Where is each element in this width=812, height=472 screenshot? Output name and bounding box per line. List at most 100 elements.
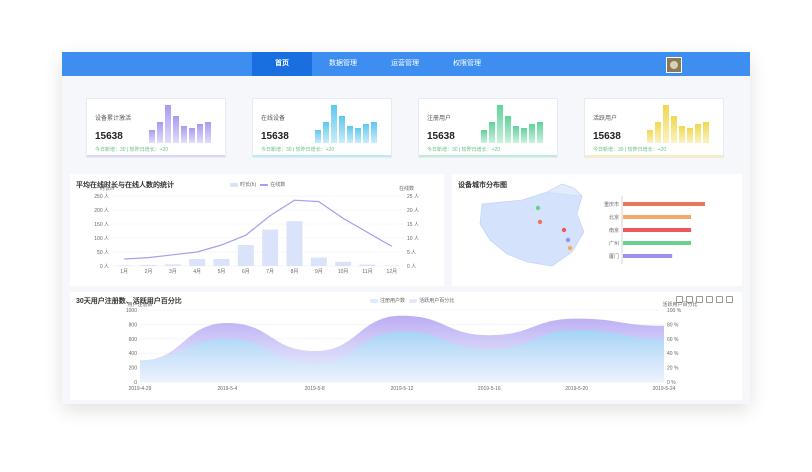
y-tick-right: 0 % [667, 380, 676, 386]
mini-bar [663, 105, 669, 143]
city-bar[interactable] [623, 202, 705, 206]
stat-card[interactable]: 注册用户 15638 今日新增：30 | 较昨日增长：+20 [418, 98, 558, 158]
city-marker[interactable] [561, 227, 567, 233]
y-tick-left: 150 人 [94, 222, 109, 228]
top-navigation-bar: 首页 数据管理 运营管理 权限管理 [62, 52, 750, 76]
nav-permission-management[interactable]: 权限管理 [453, 60, 481, 67]
city-marker[interactable] [537, 219, 543, 225]
city-bar[interactable] [623, 241, 692, 245]
map-region-northeast[interactable] [546, 183, 583, 197]
y-tick-right: 10 人 [407, 236, 419, 242]
stat-card-title: 活跃用户 [593, 116, 618, 122]
city-marker[interactable] [535, 205, 541, 211]
mini-bar [149, 129, 155, 143]
stat-card-title: 在线设备 [261, 116, 286, 122]
y-tick-left: 250 人 [94, 194, 109, 200]
nav-data-management[interactable]: 数据管理 [329, 60, 357, 67]
stat-card-value: 15638 [95, 131, 123, 142]
bar-duration[interactable] [140, 264, 157, 266]
mini-bar [197, 124, 203, 143]
bar-duration[interactable] [359, 264, 376, 266]
mini-bar [331, 105, 337, 143]
restore-icon[interactable] [716, 296, 723, 303]
city-label: 北京 [609, 214, 619, 221]
save-icon[interactable] [726, 296, 733, 303]
y-tick-left: 200 [129, 366, 138, 372]
city-label: 南京 [609, 227, 619, 234]
stat-card-underline [585, 155, 723, 157]
x-tick: 2019-5-24 [653, 386, 676, 392]
city-marker[interactable] [567, 245, 573, 251]
y-tick-left: 100 人 [94, 236, 109, 242]
legend-duration: 时长(h) [240, 182, 257, 188]
y-tick-right: 20 % [667, 366, 679, 372]
bar-duration[interactable] [237, 245, 254, 266]
bar-duration[interactable] [116, 265, 133, 266]
y-tick-left: 50 人 [97, 250, 109, 256]
bar-duration[interactable] [189, 259, 206, 266]
stat-card-subtitle: 今日新增：30 | 较昨日增长：+20 [427, 147, 501, 153]
x-tick: 2019-5-16 [478, 386, 501, 392]
bar-duration[interactable] [164, 264, 181, 266]
registration-legend[interactable]: 注册用户数 活跃用户百分比 [370, 297, 454, 304]
legend-active: 活跃用户百分比 [419, 298, 455, 304]
mini-bar [339, 116, 345, 143]
x-tick: 7月 [266, 269, 274, 275]
data-view-icon[interactable] [676, 296, 683, 303]
line-online[interactable] [124, 199, 393, 260]
bar-duration[interactable] [213, 259, 230, 266]
city-marker[interactable] [565, 237, 571, 243]
city-distribution-title: 设备城市分布图 [458, 182, 507, 189]
stack-icon[interactable] [706, 296, 713, 303]
x-tick: 2019-5-8 [305, 386, 325, 392]
bar-duration[interactable] [262, 229, 279, 266]
x-tick: 1月 [120, 269, 128, 275]
area-active-percent[interactable] [140, 330, 664, 382]
city-bar[interactable] [623, 215, 692, 219]
mini-bar [481, 129, 487, 143]
bar-duration[interactable] [335, 261, 352, 266]
nav-operation-management[interactable]: 运营管理 [391, 60, 419, 67]
bar-icon[interactable] [696, 296, 703, 303]
city-bar[interactable] [623, 254, 673, 258]
stat-card[interactable]: 活跃用户 15638 今日新增：30 | 较昨日增长：+20 [584, 98, 724, 158]
y-tick-left: 0 人 [100, 264, 109, 270]
mini-bar [687, 127, 693, 143]
app-window: 首页 数据管理 运营管理 权限管理 设备累计激活 15638 今日新增：30 | 较… [62, 52, 750, 404]
x-tick: 2019-5-20 [565, 386, 588, 392]
mini-bar [165, 105, 171, 143]
registration-title: 30天用户注册数、活跃用户百分比 [76, 298, 182, 305]
legend-registrations: 注册用户数 [380, 298, 406, 304]
x-tick: 8月 [291, 269, 299, 275]
stat-card[interactable]: 设备累计激活 15638 今日新增：30 | 较昨日增长：+20 [86, 98, 226, 158]
y-tick-left: 200 人 [94, 208, 109, 214]
legend-swatch-duration [230, 182, 238, 187]
mini-bar [355, 127, 361, 143]
online-stats-panel: 平均在线时长与在线人数的统计 时长(h) 在线数 时长/h 在线数 250 人 25 … [70, 174, 444, 286]
avatar[interactable] [666, 57, 682, 73]
china-map[interactable] [479, 191, 585, 267]
nav-home[interactable]: 首页 [252, 52, 312, 76]
stat-card-title: 设备累计激活 [95, 116, 132, 122]
mini-bar [489, 122, 495, 143]
legend-swatch-active [409, 298, 418, 303]
y-tick-right: 15 人 [407, 222, 419, 228]
city-label: 重庆市 [604, 201, 619, 208]
bar-duration[interactable] [286, 221, 303, 266]
stat-card[interactable]: 在线设备 15638 今日新增：30 | 较昨日增长：+20 [252, 98, 392, 158]
mini-bar [363, 124, 369, 143]
mini-bar [513, 125, 519, 143]
y-tick-right: 20 人 [407, 208, 419, 214]
online-stats-legend[interactable]: 时长(h) 在线数 [230, 181, 285, 188]
bar-duration[interactable] [383, 265, 400, 266]
bar-duration[interactable] [310, 257, 327, 266]
city-label: 厦门 [609, 253, 619, 260]
legend-swatch-online [260, 183, 269, 186]
line-icon[interactable] [686, 296, 693, 303]
mini-bar [371, 122, 377, 143]
y-tick-right: 100 % [667, 308, 682, 314]
y-tick-right: 5 人 [407, 250, 416, 256]
city-bar[interactable] [623, 228, 692, 232]
x-tick: 11月 [362, 269, 372, 275]
